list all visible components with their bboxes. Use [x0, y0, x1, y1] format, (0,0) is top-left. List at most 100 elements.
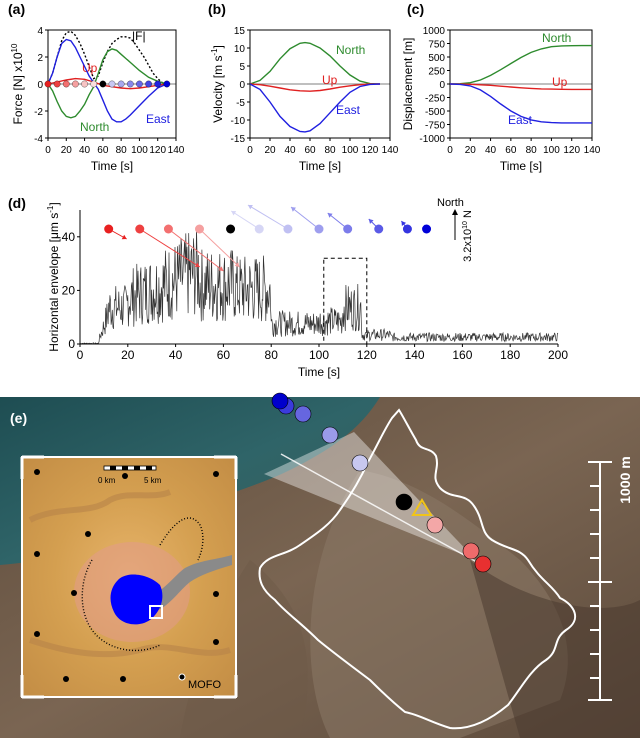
north-label: North	[437, 197, 464, 209]
map-scale-label: 1000 m	[617, 456, 633, 503]
series-line	[249, 83, 381, 133]
y-tick-label: 4	[37, 26, 43, 37]
time-marker	[136, 80, 143, 88]
force-scale-unit: N	[462, 210, 474, 221]
map-scale-bar: 1000 m	[588, 456, 633, 701]
trajectory-dot	[474, 555, 492, 573]
y-tick-label: 5	[239, 62, 245, 73]
series-label: North	[336, 43, 365, 57]
x-tick-label: 20	[61, 145, 73, 156]
x-tick-label: 140	[382, 145, 399, 156]
inset-flow-deposit	[150, 555, 232, 610]
inset-outer-scarp	[159, 517, 204, 561]
x-tick-label: 80	[526, 145, 538, 156]
force-arrow-head	[291, 207, 296, 212]
x-tick-label: 200	[548, 348, 568, 362]
y-tick-label: -10	[231, 116, 246, 127]
inset-station	[63, 676, 69, 682]
x-tick-label: 140	[584, 145, 601, 156]
time-marker	[90, 80, 98, 88]
panel-label-e: (e)	[10, 410, 27, 426]
y-tick-label: -2	[34, 107, 43, 118]
force-marker	[195, 224, 204, 234]
y-tick-label: 750	[428, 40, 445, 51]
force-arrow-head	[194, 262, 200, 267]
force-marker	[254, 224, 264, 234]
inset-station	[34, 551, 40, 557]
y-tick-label: -15	[231, 134, 246, 145]
series-line	[249, 83, 380, 92]
time-marker	[72, 80, 79, 88]
y-tick-label: -250	[425, 94, 445, 105]
panel-label-a: (a)	[8, 1, 25, 17]
force-arrow	[139, 228, 201, 268]
y-tick-label: 2	[37, 53, 43, 64]
time-marker	[53, 80, 61, 88]
force-marker	[226, 224, 236, 234]
time-marker	[108, 80, 116, 88]
series-label: Up	[552, 75, 568, 89]
inset-station	[178, 673, 186, 681]
y-tick-label: -750	[425, 121, 445, 132]
x-tick-label: 0	[447, 145, 453, 156]
force-marker	[402, 224, 412, 234]
y-axis-label-sup: -1	[46, 205, 55, 213]
force-arrow-head	[231, 211, 237, 216]
force-arrow-head	[401, 221, 407, 226]
y-tick-label: 0	[37, 80, 43, 91]
x-tick-label: 140	[168, 145, 185, 156]
inset-map: MOFO 0 km 5 km	[20, 455, 238, 699]
force-marker	[163, 224, 173, 234]
force-marker	[422, 224, 432, 234]
time-marker	[99, 80, 107, 88]
panel-label-c: (c)	[407, 1, 424, 17]
force-arrow	[290, 206, 320, 230]
force-arrow	[199, 228, 240, 268]
force-arrow-head	[218, 266, 224, 271]
y-axis-label: Displacement [m]	[401, 38, 415, 131]
y-tick-label: -5	[236, 98, 245, 109]
x-tick-label: 60	[97, 145, 109, 156]
chart-velocity: 0 20 40 60 80 100 120 140 -15 -10 -5 0 5 10 15 Time [s]…	[210, 26, 399, 173]
panel-label-d: (d)	[8, 195, 26, 211]
x-tick-label: 40	[79, 145, 91, 156]
force-scale-sup: 10	[462, 221, 469, 229]
force-arrow-head	[234, 262, 240, 267]
x-tick-label: 100	[309, 348, 329, 362]
y-axis-label-sup: -1	[210, 48, 219, 56]
y-tick-label: 40	[62, 230, 76, 244]
inset-station	[34, 469, 40, 475]
y-tick-label: 250	[428, 67, 445, 78]
force-arrow-head	[327, 213, 333, 218]
x-tick-label: 60	[304, 145, 316, 156]
x-tick-label: 120	[149, 145, 166, 156]
force-arrow	[168, 228, 224, 272]
inset-ridge	[28, 489, 172, 523]
time-marker	[44, 80, 52, 88]
x-tick-label: 60	[217, 348, 231, 362]
x-tick-label: 80	[265, 348, 279, 362]
y-tick-label: 0	[439, 80, 445, 91]
y-axis-label: Horizontal envelope [μm s-1]	[46, 202, 61, 351]
force-arrow-head	[121, 234, 127, 240]
inset-station	[213, 471, 219, 477]
trajectory-dot	[321, 426, 339, 444]
force-marker	[314, 224, 324, 234]
series-line	[449, 44, 592, 85]
force-marker	[343, 224, 353, 234]
force-arrow	[247, 204, 289, 230]
inset-scale-end: 5 km	[144, 476, 162, 485]
force-arrow-head	[247, 205, 253, 210]
x-tick-label: 100	[342, 145, 359, 156]
x-tick-label: 20	[465, 145, 477, 156]
trajectory-dot	[271, 392, 289, 410]
series-label: East	[146, 112, 171, 126]
trajectory-dot	[426, 516, 444, 534]
time-marker	[117, 80, 125, 88]
y-axis-label: Force [N] x1010	[10, 43, 25, 124]
x-tick-label: 60	[505, 145, 517, 156]
trajectory-line	[280, 453, 485, 567]
x-tick-label: 40	[169, 348, 183, 362]
x-tick-label: 120	[362, 145, 379, 156]
